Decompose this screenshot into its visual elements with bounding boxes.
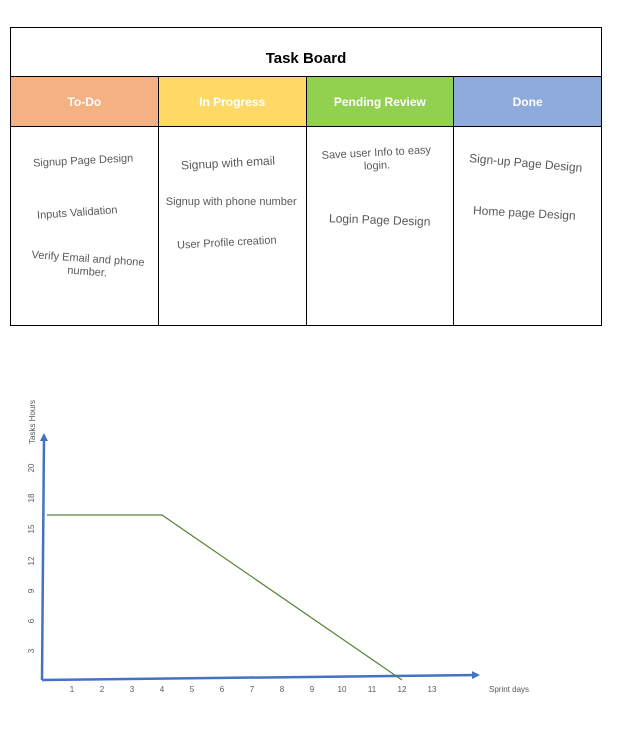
- column-todo: To-Do Signup Page Design Inputs Validati…: [11, 77, 159, 325]
- task-card[interactable]: Sign-up Page Design: [468, 151, 584, 175]
- task-board: Task Board To-Do Signup Page Design Inpu…: [10, 27, 602, 326]
- task-card[interactable]: Save user Info to easy login.: [320, 144, 431, 173]
- y-axis: [39, 433, 48, 681]
- x-tick-label: 9: [310, 685, 315, 694]
- y-tick-label: 20: [27, 463, 36, 472]
- y-tick-label: 15: [27, 524, 36, 533]
- chart-series: [47, 514, 403, 681]
- task-card[interactable]: Home page Design: [472, 203, 577, 223]
- column-header-todo: To-Do: [11, 77, 158, 127]
- column-done: Done Sign-up Page Design Home page Desig…: [454, 77, 601, 325]
- x-tick-label: 4: [160, 685, 165, 694]
- x-tick-label: 3: [130, 685, 135, 694]
- column-pending-review: Pending Review Save user Info to easy lo…: [306, 77, 455, 325]
- x-tick-label: 11: [368, 685, 377, 694]
- burndown-line: [47, 514, 403, 681]
- column-header-in-progress: In Progress: [158, 77, 306, 127]
- board-columns: To-Do Signup Page Design Inputs Validati…: [11, 77, 601, 325]
- column-in-progress: In Progress Signup with email Signup wit…: [158, 77, 307, 325]
- board-title: Task Board: [11, 28, 601, 77]
- x-tick-label: 5: [190, 685, 195, 694]
- column-header-pending-review: Pending Review: [306, 77, 454, 127]
- task-card[interactable]: Signup with email: [180, 153, 276, 173]
- x-tick-label: 8: [280, 685, 285, 694]
- chart-axes: [39, 433, 480, 682]
- x-axis: [41, 671, 480, 682]
- y-tick-label: 12: [27, 556, 36, 565]
- x-tick-label: 13: [428, 685, 437, 694]
- x-tick-label: 12: [398, 685, 407, 694]
- y-tick-label: 3: [27, 648, 36, 653]
- x-axis-label: Sprint days: [489, 685, 529, 694]
- y-tick-label: 9: [27, 588, 36, 593]
- task-card[interactable]: Login Page Design: [328, 211, 431, 229]
- x-tick-label: 6: [220, 685, 225, 694]
- column-header-done: Done: [454, 77, 601, 127]
- task-card[interactable]: Signup with phone number: [165, 196, 297, 208]
- x-tick-label: 7: [250, 685, 255, 694]
- y-tick-label: 18: [27, 493, 36, 502]
- task-card[interactable]: Verify Email and phone number.: [31, 249, 145, 280]
- task-card[interactable]: User Profile creation: [176, 234, 277, 252]
- task-card[interactable]: Inputs Validation: [36, 204, 118, 222]
- x-tick-label: 1: [70, 685, 75, 694]
- x-tick-label: 2: [100, 685, 105, 694]
- y-axis-label: Tasks Hours: [28, 400, 37, 444]
- task-card[interactable]: Signup Page Design: [32, 152, 134, 170]
- x-tick-label: 10: [338, 685, 347, 694]
- y-tick-label: 6: [27, 618, 36, 623]
